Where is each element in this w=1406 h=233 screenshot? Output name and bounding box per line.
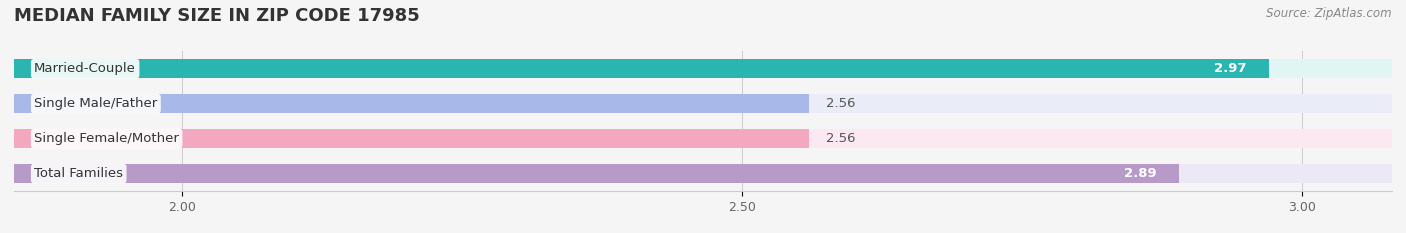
Bar [14,164,1392,183]
Bar [14,94,810,113]
Bar [14,59,1392,78]
Text: Married-Couple: Married-Couple [34,62,136,75]
Text: Single Male/Father: Single Male/Father [34,97,157,110]
Text: 2.97: 2.97 [1213,62,1246,75]
Text: MEDIAN FAMILY SIZE IN ZIP CODE 17985: MEDIAN FAMILY SIZE IN ZIP CODE 17985 [14,7,420,25]
Bar [14,164,1180,183]
Text: Source: ZipAtlas.com: Source: ZipAtlas.com [1267,7,1392,20]
Bar [14,129,1392,148]
Text: 2.56: 2.56 [827,97,856,110]
Text: Total Families: Total Families [34,167,124,180]
Text: 2.56: 2.56 [827,132,856,145]
Text: 2.89: 2.89 [1123,167,1157,180]
Bar [14,129,810,148]
Bar [14,94,1392,113]
Bar [14,59,1268,78]
Text: Single Female/Mother: Single Female/Mother [34,132,179,145]
